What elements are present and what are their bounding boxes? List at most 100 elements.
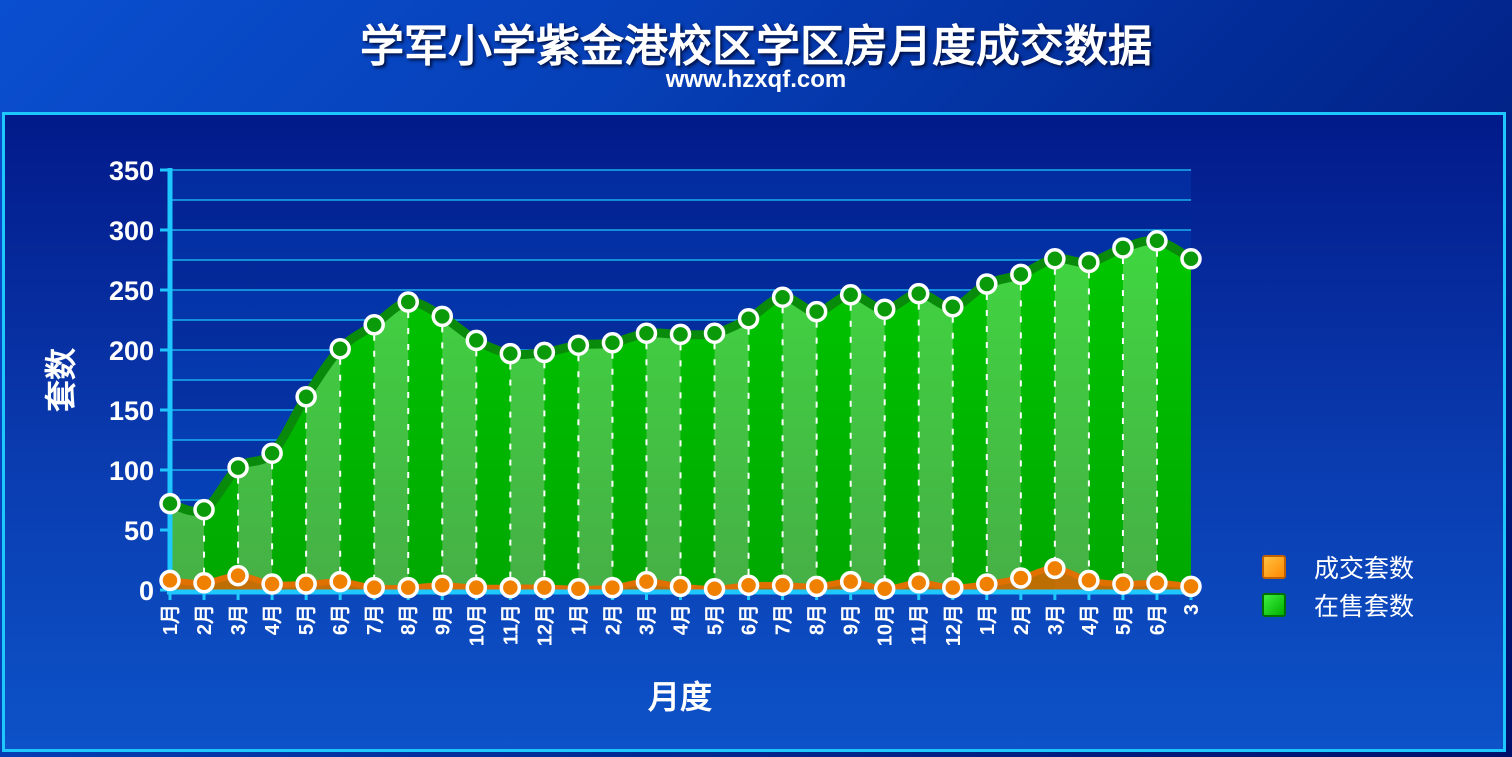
sale-point — [873, 298, 896, 320]
x-tick-label: 11月 — [909, 604, 931, 645]
sale-point — [193, 498, 215, 521]
sale-point — [669, 323, 692, 346]
legend-label-deal: 成交套数 — [1314, 554, 1415, 583]
x-tick-label: 9月 — [432, 604, 454, 635]
sale-point — [907, 282, 930, 305]
legend-item-deal: 成交套数 — [1262, 548, 1414, 586]
x-tick-label: 4月 — [1079, 604, 1101, 635]
sale-point — [499, 342, 522, 365]
deal-point — [1112, 573, 1134, 595]
chart-subtitle: www.hzxqf.com — [665, 66, 847, 93]
sale-area-stripe — [1020, 240, 1056, 590]
y-tick-label: 200 — [109, 336, 154, 366]
sale-point — [1112, 237, 1134, 259]
chart-title: 学军小学紫金港校区学区房月度成交数据 — [360, 21, 1152, 72]
deal-point — [465, 576, 488, 599]
sale-point — [227, 456, 249, 479]
sale-point — [1044, 248, 1066, 270]
y-tick-label: 0 — [139, 576, 154, 606]
sale-point — [976, 273, 998, 295]
sale-point — [942, 296, 964, 318]
sale-area-stripe — [1054, 240, 1090, 590]
x-tick-label: 12月 — [943, 604, 965, 646]
sale-point — [703, 322, 726, 344]
sale-point — [737, 308, 760, 330]
deal-point — [669, 575, 692, 598]
sale-point — [533, 341, 556, 364]
deal-point — [159, 569, 181, 592]
deal-point — [295, 573, 317, 595]
deal-point — [397, 576, 419, 599]
deal-point — [499, 576, 522, 599]
deal-point — [193, 572, 215, 594]
grid-band — [170, 200, 1191, 230]
sale-point — [1180, 248, 1202, 270]
deal-point — [329, 570, 351, 593]
y-tick-label: 300 — [109, 216, 154, 246]
x-tick-label: 1月 — [977, 604, 999, 635]
sale-point — [397, 291, 419, 313]
x-tick-label: 6月 — [1147, 604, 1169, 635]
sale-point — [839, 284, 862, 306]
grid-band — [170, 230, 1191, 260]
sale-area-stripe — [986, 240, 1022, 590]
legend-label-sale: 在售套数 — [1314, 592, 1415, 621]
x-tick-label: 6月 — [330, 604, 352, 635]
sale-point — [431, 305, 454, 328]
sale-point — [601, 332, 624, 354]
sale-area-stripe — [1122, 240, 1158, 590]
x-tick-label: 5月 — [705, 604, 727, 635]
x-axis-label: 月度 — [648, 679, 712, 715]
deal-point — [227, 564, 249, 587]
deal-point — [363, 576, 385, 599]
deal-point — [533, 576, 556, 599]
sale-point — [363, 314, 385, 336]
x-tick-label: 3月 — [1045, 604, 1067, 635]
y-tick-label: 350 — [109, 156, 154, 186]
sale-point — [771, 286, 794, 308]
sale-point — [329, 338, 351, 360]
y-axis-label: 套数 — [43, 347, 79, 412]
x-tick-label: 2月 — [1011, 604, 1033, 635]
sale-point — [567, 334, 590, 356]
deal-point — [261, 573, 283, 595]
sale-point — [261, 442, 283, 464]
x-tick-label: 8月 — [398, 604, 420, 635]
deal-point — [1044, 557, 1066, 580]
x-tick-label: 3月 — [228, 604, 250, 635]
deal-point — [907, 572, 930, 594]
deal-point — [839, 570, 862, 593]
x-tick-label: 9月 — [841, 604, 863, 635]
x-tick-label: 4月 — [671, 604, 693, 635]
deal-point — [703, 578, 726, 600]
sale-point — [805, 300, 828, 323]
deal-point — [635, 570, 658, 593]
x-tick-label: 4月 — [262, 604, 284, 635]
deal-point — [771, 574, 794, 596]
deal-point — [567, 578, 590, 600]
x-tick-label: 8月 — [807, 604, 829, 635]
x-tick-label: 12月 — [534, 604, 556, 646]
x-tick-label: 1月 — [160, 604, 182, 635]
deal-point — [601, 576, 624, 599]
x-tick-label: 2月 — [194, 604, 216, 635]
x-tick-label: 5月 — [1113, 604, 1135, 635]
deal-point — [1180, 575, 1202, 598]
data-points — [159, 230, 1202, 600]
y-tick-label: 150 — [109, 396, 154, 426]
x-tick-label: 11月 — [500, 604, 522, 645]
y-tick-label: 100 — [109, 456, 154, 486]
sale-point — [1078, 251, 1100, 274]
legend-swatch-deal — [1262, 555, 1286, 579]
deal-point — [873, 578, 896, 600]
sale-point — [465, 329, 488, 352]
legend-swatch-sale — [1262, 593, 1286, 617]
x-tick-label: 6月 — [739, 604, 761, 635]
x-tick-label: 1月 — [568, 604, 590, 635]
deal-point — [1146, 572, 1168, 594]
sale-point — [1146, 230, 1168, 252]
x-tick-label: 2月 — [602, 604, 624, 635]
x-tick-label: 7月 — [364, 604, 386, 635]
